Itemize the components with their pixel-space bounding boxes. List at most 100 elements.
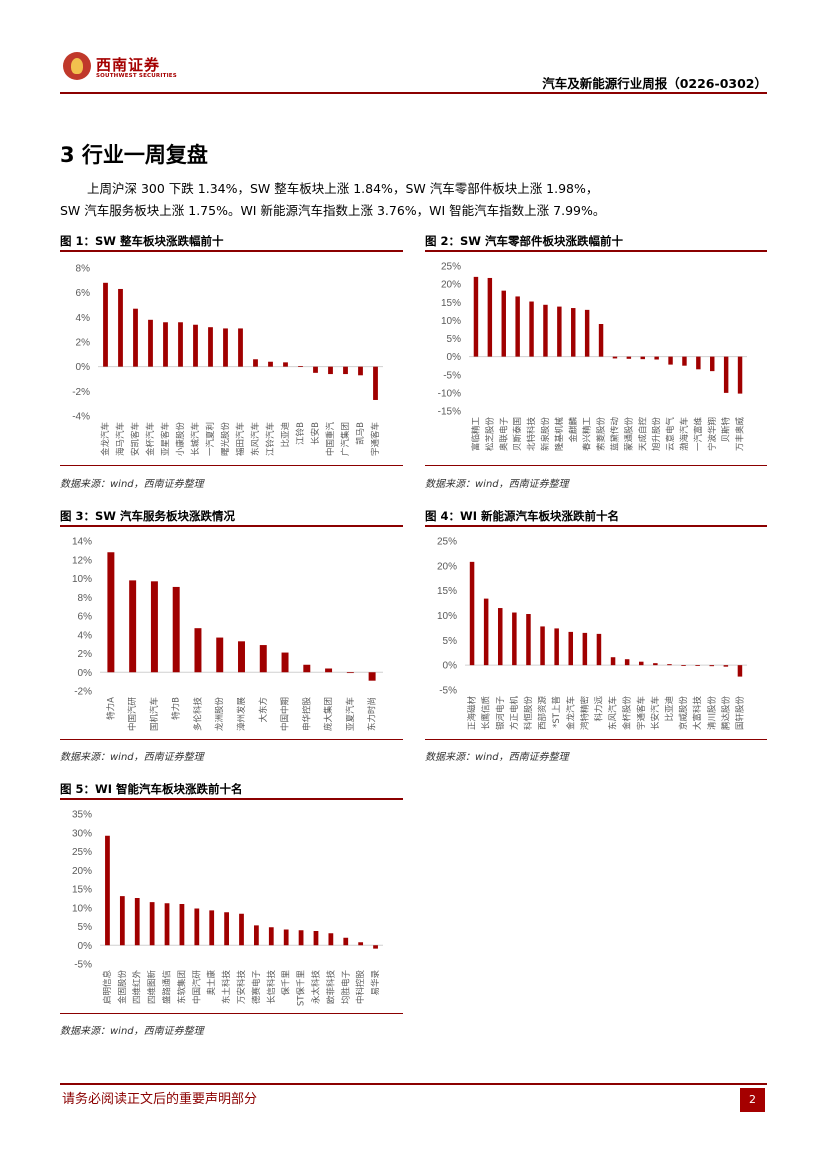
fig5-bar: [149, 902, 155, 946]
fig3-category-label: 大东方: [258, 697, 269, 723]
fig2-bar: [584, 309, 590, 357]
fig1-category-label: 比亚迪: [280, 422, 291, 448]
fig4-category-label: 腾达股份: [720, 696, 731, 731]
fig3-bar: [107, 552, 115, 673]
fig5-bar: [194, 908, 200, 946]
fig4-category-label: 清川股份: [706, 696, 717, 731]
fig5-bar: [134, 898, 140, 946]
fig1-ytick-label: 2%: [76, 338, 91, 349]
figure-1-title: 图 1：SW 整车板块涨跌幅前十: [60, 234, 224, 248]
fig1-category-label: 福田汽车: [235, 422, 246, 456]
fig2-ytick-label: -5%: [443, 370, 461, 381]
fig5-category-label: 金固股份: [117, 970, 128, 1005]
fig2-category-label: 万丰奥威: [735, 417, 746, 452]
fig4-bar: [568, 631, 574, 666]
fig4-bar: [610, 657, 616, 666]
fig4-bar: [582, 632, 588, 666]
header-divider: [60, 92, 767, 94]
fig2-category-label: 蓝黛传动: [609, 417, 620, 452]
fig4-bar: [681, 665, 686, 666]
fig4-bar: [667, 664, 672, 666]
paragraph-line-1: 上周沪深 300 下跌 1.34%，SW 整车板块上涨 1.84%，SW 汽车零…: [87, 181, 599, 196]
fig4-category-label: 正海磁材: [467, 696, 478, 731]
fig3-category-label: 中国汽研: [127, 697, 138, 732]
fig3-ytick-label: -2%: [74, 687, 92, 698]
fig1-ytick-label: 6%: [76, 288, 91, 299]
fig4-category-label: 东风汽车: [608, 696, 619, 730]
fig1-bar: [208, 327, 213, 367]
fig2-category-label: 新泉股份: [540, 417, 551, 452]
fig2-bar: [696, 356, 701, 370]
fig5-svg: -5% 0% 5% 10% 15% 20% 25% 30% 35% 启明信息 金固股份 四维红外 四维图…: [72, 810, 383, 1006]
fig5-bar: [254, 925, 259, 946]
fig1-category-label: 江铃B: [295, 422, 306, 445]
figure-1-chart: -4% -2% 0% 2% 4% 6% 8% 金龙汽车 海马汽车 安凯客车 金杯汽车 亚星客车 小康股份…: [60, 256, 403, 462]
figure-4-chart: -5% 0% 5% 10% 15% 20% 25% 正海磁材 长鹰信质 银河电子 方正电机 科恒股份西…: [425, 531, 767, 737]
fig4-bar: [540, 626, 545, 666]
fig5-category-label: 万安科技: [236, 970, 247, 1005]
fig4-category-label: 银河电子: [495, 696, 506, 731]
fig4-bar: [497, 608, 503, 666]
fig4-category-label: 宇通客车: [636, 696, 647, 730]
logo-emblem-icon: [63, 52, 91, 80]
fig2-bar: [640, 356, 645, 360]
fig3-ytick-label: 0%: [78, 668, 93, 679]
fig5-category-label: 中科控股: [355, 970, 366, 1005]
fig5-bar: [343, 937, 349, 946]
fig4-ytick-label: 15%: [437, 586, 457, 597]
fig5-ytick-label: 20%: [72, 866, 92, 877]
fig3-category-label: 龙洲股份: [214, 697, 225, 732]
fig3-category-label: 亚夏汽车: [345, 697, 356, 731]
fig3-category-label: 国机汽车: [149, 697, 160, 731]
fig1-bar: [118, 288, 123, 367]
fig4-bar: [709, 665, 715, 667]
fig2-ytick-label: 25%: [441, 262, 461, 273]
fig4-ytick-label: 10%: [437, 611, 457, 622]
fig1-bar: [148, 319, 153, 367]
fig1-svg: -4% -2% 0% 2% 4% 6% 8% 金龙汽车 海马汽车 安凯客车 金杯汽车 亚星客车 小康股份…: [72, 264, 383, 457]
fig2-category-label: 旭升股份: [651, 417, 662, 452]
fig5-category-label: 东土科技: [221, 970, 232, 1005]
fig2-bar: [682, 356, 687, 366]
figure-2-bottom-rule: [425, 465, 767, 466]
report-title: 汽车及新能源行业周报（0226-0302）: [542, 76, 767, 91]
fig5-bar: [268, 927, 274, 946]
fig2-bar: [473, 276, 479, 357]
fig3-bar: [172, 586, 180, 673]
fig1-category-label: 小康股份: [175, 422, 186, 457]
fig5-ytick-label: 5%: [78, 922, 93, 933]
fig1-category-label: 长安B: [310, 422, 321, 445]
fig4-category-label: 方正电机: [509, 696, 520, 731]
fig1-category-label: 长城汽车: [190, 422, 201, 456]
figure-5-title: 图 5：WI 智能汽车板块涨跌前十名: [60, 782, 243, 796]
fig2-category-label: 奥联电子: [498, 417, 509, 452]
company-logo: 西南证券 SOUTHWEST SECURITIES: [60, 50, 180, 86]
fig2-category-label: 富临精工: [470, 417, 481, 452]
figure-3-title: 图 3：SW 汽车服务板块涨跌情况: [60, 509, 235, 523]
fig1-category-label: 凯马B: [355, 422, 366, 445]
fig2-category-label: 贝斯泰国: [512, 417, 523, 451]
fig2-bar: [723, 356, 729, 393]
fig1-bar: [358, 366, 363, 376]
fig1-category-label: 一汽夏利: [205, 422, 216, 456]
fig5-bar: [298, 930, 304, 946]
fig1-bar: [343, 366, 348, 375]
fig2-bar: [612, 356, 618, 359]
fig5-bar: [164, 903, 170, 946]
fig3-svg: -2% 0% 2% 4% 6% 8% 10% 12% 14% 特力A 中国汽研 国机汽车 特力B 多伦科技…: [72, 537, 383, 732]
fig2-bar: [598, 324, 604, 357]
fig4-bar: [554, 628, 559, 666]
fig3-ytick-label: 4%: [78, 630, 93, 641]
fig2-category-label: 松芝股份: [484, 417, 495, 452]
fig2-bar: [501, 290, 506, 357]
fig2-bar: [543, 304, 548, 357]
fig4-ytick-label: 5%: [443, 636, 458, 647]
fig5-category-label: 四维图新: [147, 970, 158, 1005]
fig1-category-label: 广汽集团: [340, 422, 351, 456]
fig5-category-label: 东软集团: [176, 970, 187, 1004]
fig4-bar: [695, 665, 700, 666]
fig5-category-label: 永太科技: [310, 970, 321, 1005]
fig2-bar: [737, 356, 743, 394]
fig2-bar: [487, 277, 493, 357]
fig5-category-label: 德赛电子: [251, 970, 262, 1005]
